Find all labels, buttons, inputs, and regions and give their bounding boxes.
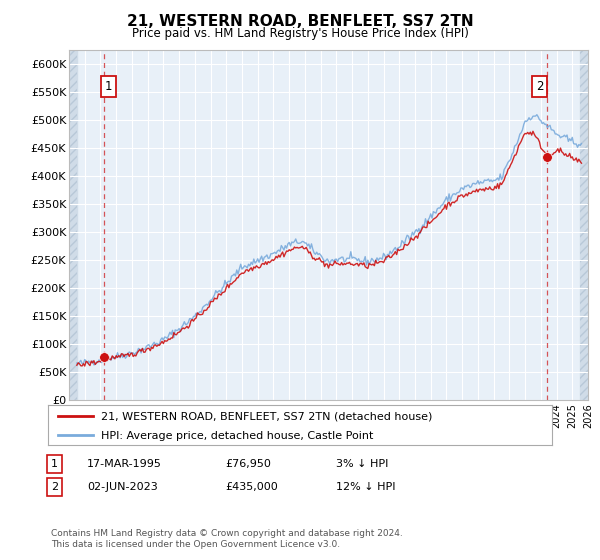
Text: 2: 2: [51, 482, 58, 492]
Text: 12% ↓ HPI: 12% ↓ HPI: [336, 482, 395, 492]
Bar: [69, 50, 77, 400]
Text: 1: 1: [105, 80, 112, 94]
Text: 17-MAR-1995: 17-MAR-1995: [87, 459, 162, 469]
Text: 2: 2: [536, 80, 544, 94]
Text: HPI: Average price, detached house, Castle Point: HPI: Average price, detached house, Cast…: [101, 431, 373, 441]
Bar: [580, 50, 588, 400]
Text: £435,000: £435,000: [225, 482, 278, 492]
Text: Contains HM Land Registry data © Crown copyright and database right 2024.
This d: Contains HM Land Registry data © Crown c…: [51, 529, 403, 549]
Text: 1: 1: [51, 459, 58, 469]
Text: 21, WESTERN ROAD, BENFLEET, SS7 2TN (detached house): 21, WESTERN ROAD, BENFLEET, SS7 2TN (det…: [101, 412, 432, 422]
Text: £76,950: £76,950: [225, 459, 271, 469]
Bar: [580, 50, 588, 400]
Text: 21, WESTERN ROAD, BENFLEET, SS7 2TN: 21, WESTERN ROAD, BENFLEET, SS7 2TN: [127, 14, 473, 29]
Bar: [69, 50, 77, 400]
Text: 3% ↓ HPI: 3% ↓ HPI: [336, 459, 388, 469]
Text: Price paid vs. HM Land Registry's House Price Index (HPI): Price paid vs. HM Land Registry's House …: [131, 27, 469, 40]
Text: 02-JUN-2023: 02-JUN-2023: [87, 482, 158, 492]
